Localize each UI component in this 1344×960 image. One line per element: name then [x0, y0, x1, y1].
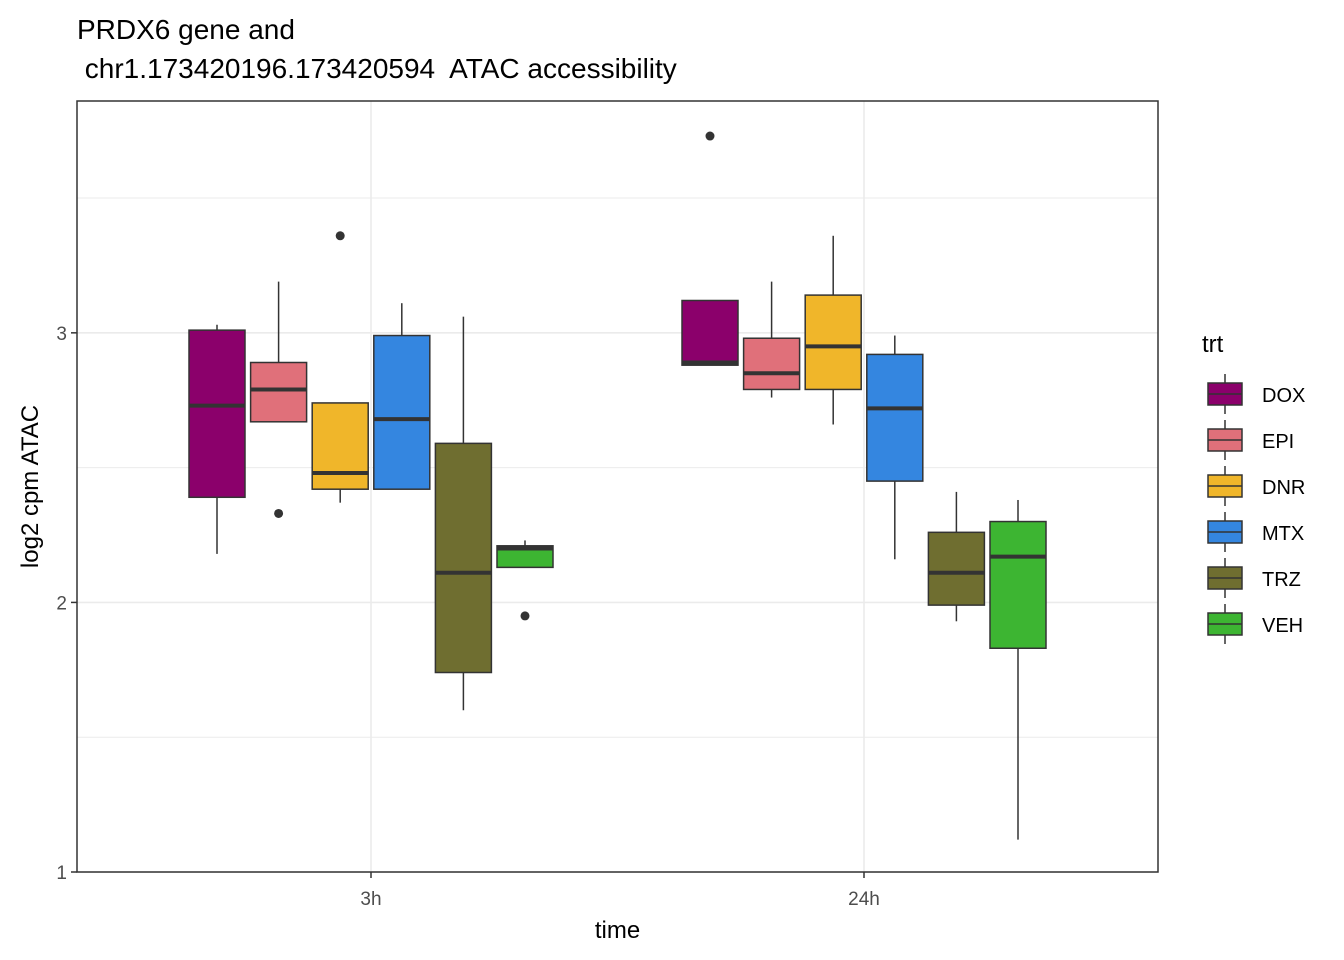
axis-layer: 1 2 3 3h 24h [56, 324, 879, 910]
legend-label: EPI [1262, 431, 1294, 453]
x-tick-label: 3h [360, 889, 381, 910]
box-dnr-24h [804, 235, 862, 425]
legend-title: trt [1202, 331, 1224, 358]
box-dox-24h [681, 131, 739, 366]
legend-label: TRZ [1262, 569, 1301, 591]
box-epi-3h [249, 281, 308, 518]
box-iqr [188, 329, 246, 499]
box-iqr [927, 531, 986, 606]
box-iqr [681, 299, 739, 366]
box-mtx-24h [866, 335, 924, 560]
legend-item-epi: EPI [1207, 420, 1294, 460]
plot-panel-border [76, 100, 1159, 873]
box-mtx-3h [373, 303, 431, 490]
legend-item-dnr: DNR [1207, 466, 1305, 506]
box-iqr [496, 545, 554, 569]
box-iqr [249, 361, 308, 423]
legend: trt DOX EPI DNR MTX TRZ VEH [1202, 331, 1305, 644]
box-iqr [866, 353, 924, 482]
box-trz-3h [434, 316, 493, 711]
legend-label: MTX [1262, 523, 1304, 545]
outlier-point [335, 231, 345, 241]
legend-item-dox: DOX [1207, 374, 1305, 414]
x-tick-label: 24h [848, 889, 880, 910]
box-iqr [434, 442, 493, 674]
box-trz-24h [927, 491, 986, 622]
legend-item-veh: VEH [1207, 604, 1303, 644]
box-veh-3h [496, 540, 554, 621]
box-iqr [804, 294, 862, 391]
y-tick-label: 2 [56, 593, 67, 614]
box-veh-24h [989, 499, 1047, 840]
plot-panel-background [77, 101, 1158, 872]
legend-item-mtx: MTX [1207, 512, 1304, 552]
chart-title-line-2: chr1.173420196.173420594 ATAC accessibil… [77, 53, 677, 84]
legend-label: DNR [1262, 477, 1305, 499]
box-iqr [373, 334, 431, 490]
box-dnr-3h [311, 231, 369, 503]
chart-title-line-1: PRDX6 gene and [77, 14, 295, 45]
outlier-point [274, 508, 284, 518]
grid-layer [77, 101, 1158, 873]
box-dox-3h [188, 324, 246, 554]
box-iqr [989, 520, 1047, 649]
outlier-point [520, 611, 530, 621]
legend-item-trz: TRZ [1207, 558, 1301, 598]
x-axis-title: time [595, 917, 640, 944]
box-epi-24h [742, 281, 801, 398]
box-iqr [311, 402, 369, 490]
y-tick-label: 1 [56, 863, 67, 884]
y-tick-label: 3 [56, 324, 67, 345]
outlier-point [705, 131, 715, 141]
legend-label: DOX [1262, 385, 1305, 407]
legend-label: VEH [1262, 615, 1303, 637]
box-iqr [742, 337, 801, 391]
box-layer [188, 131, 1047, 840]
y-axis-title: log2 cpm ATAC [17, 405, 44, 568]
